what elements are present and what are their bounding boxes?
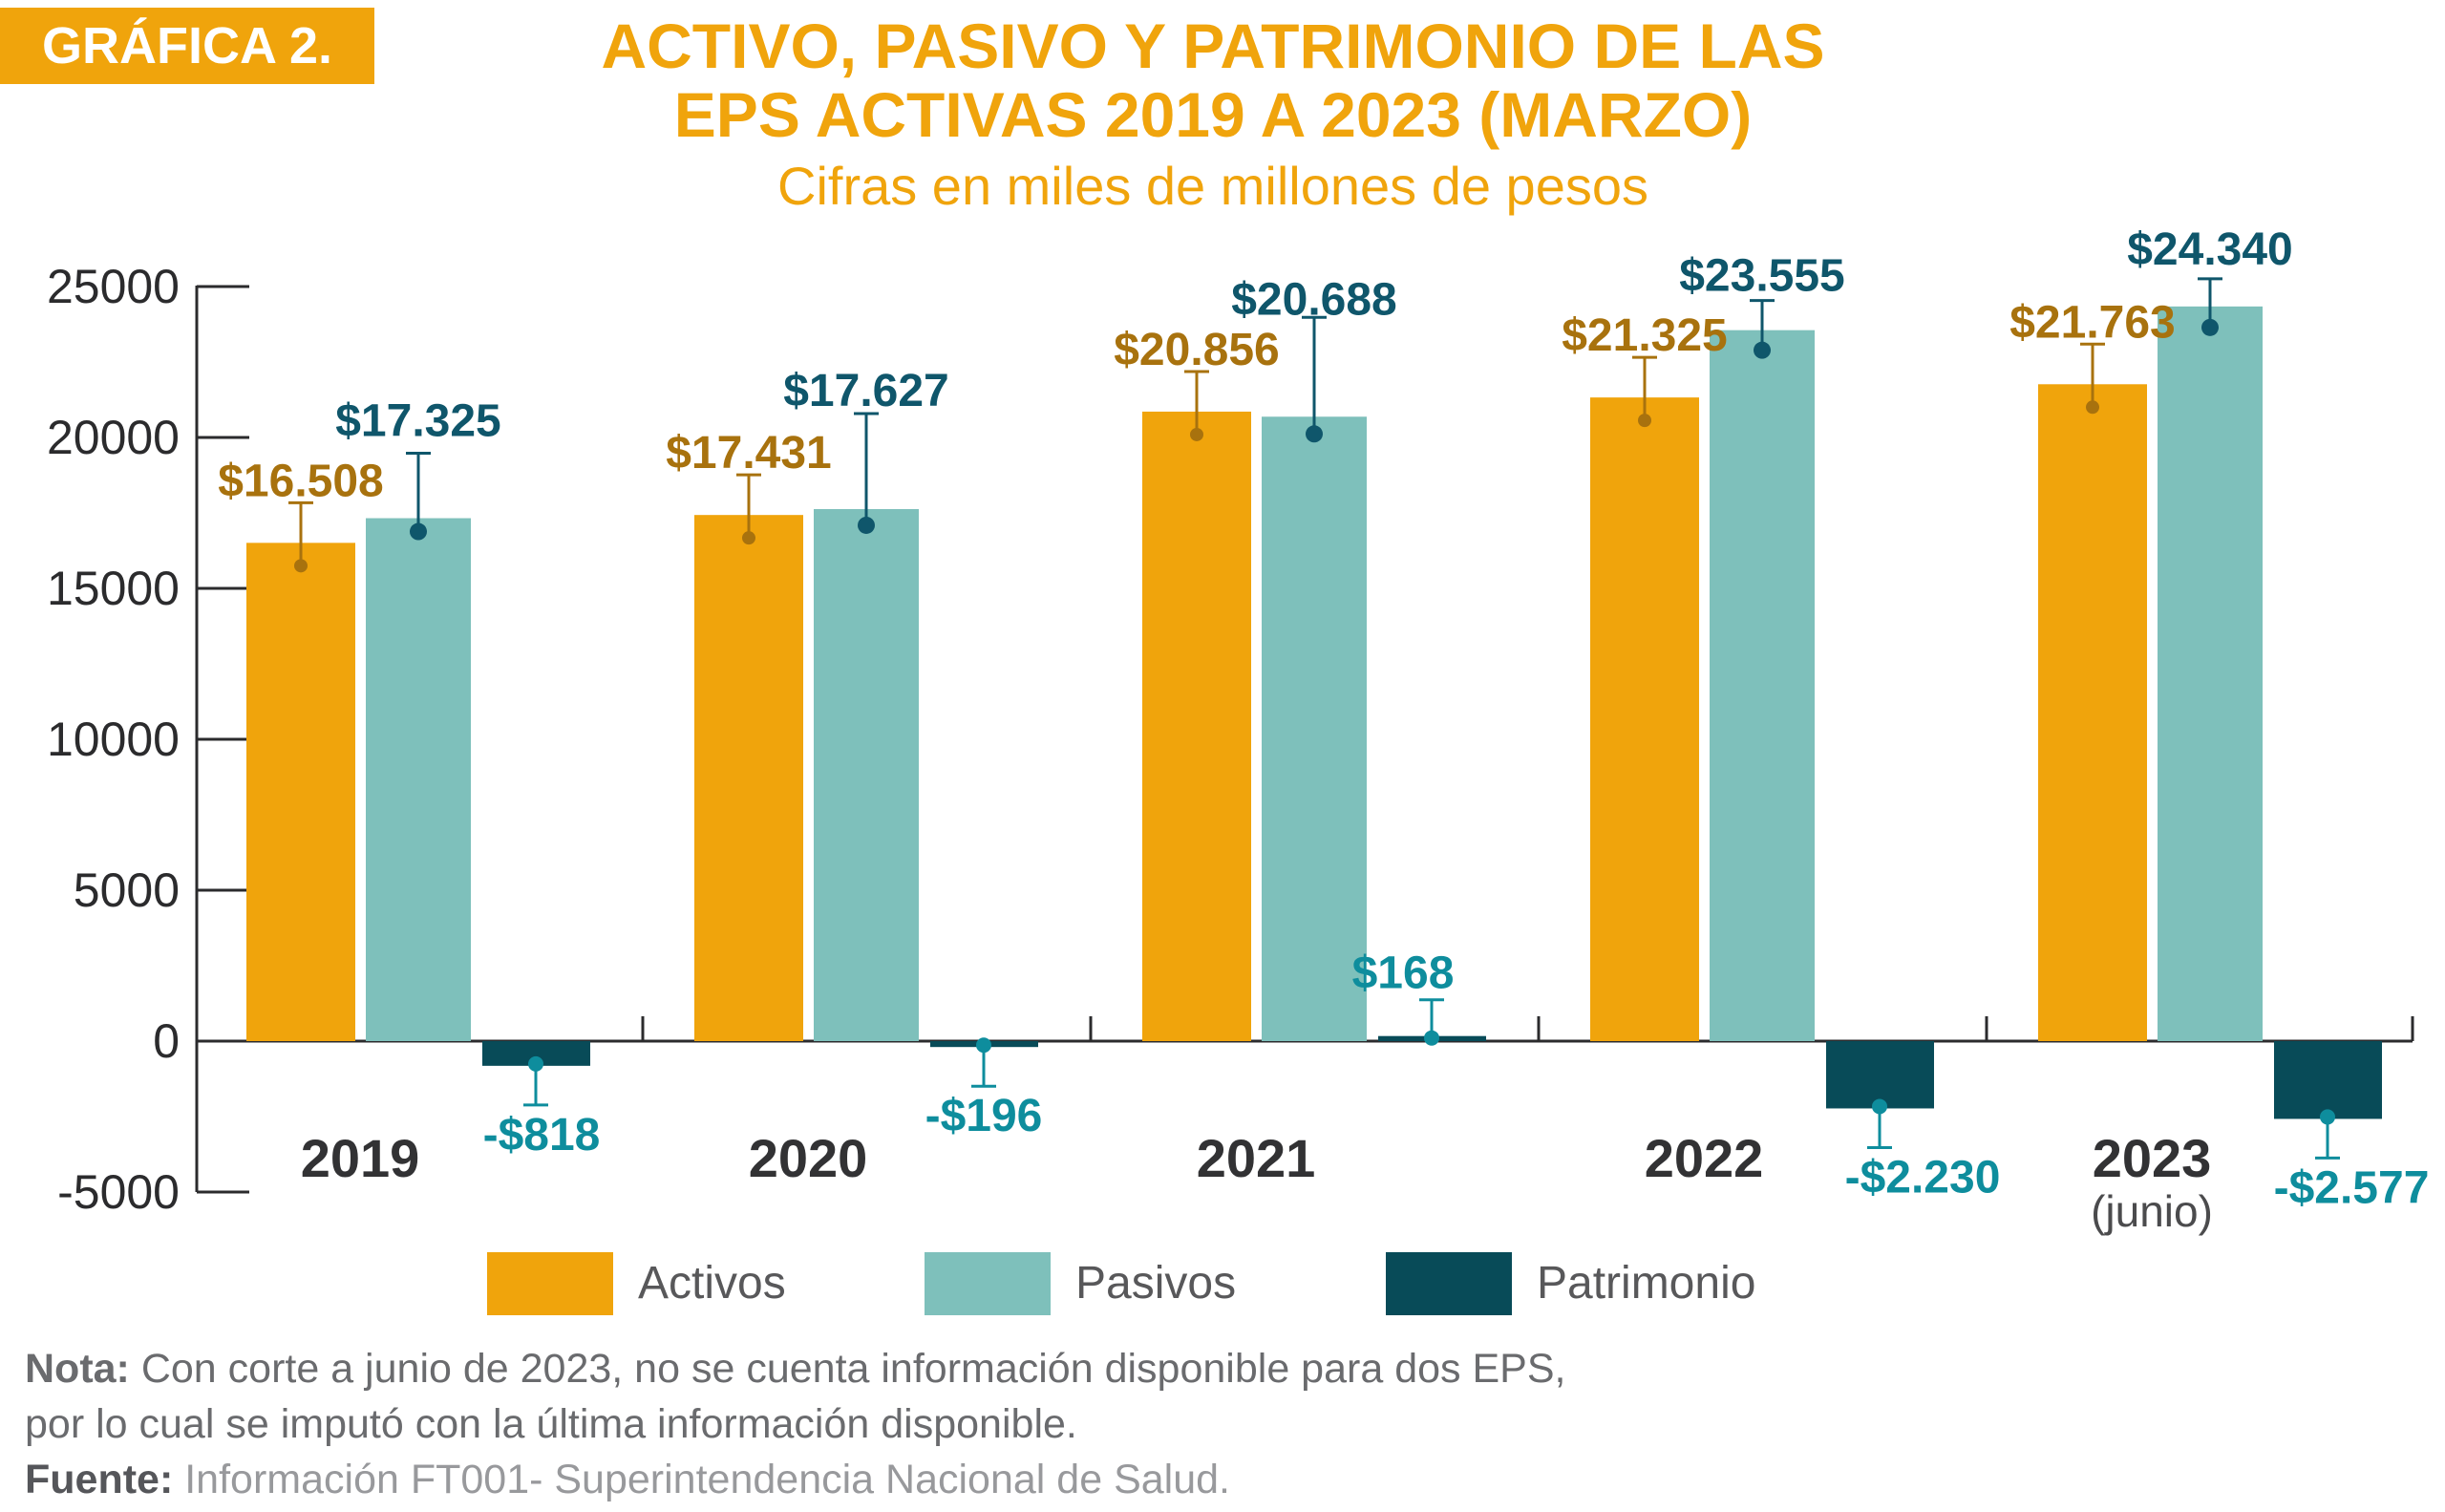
y-tick-label: 25000: [47, 260, 180, 313]
legend-label-patrimonio: Patrimonio: [1537, 1258, 1756, 1309]
legend-swatch-activos: [487, 1252, 613, 1315]
y-tick-label: 0: [153, 1014, 180, 1068]
pin-dot: [410, 522, 427, 541]
nota-text-1: Con corte a junio de 2023, no se cuenta …: [140, 1346, 1566, 1392]
fuente-text: Información FT001- Superintendencia Naci…: [184, 1457, 1230, 1502]
bar-patrimonio-2023: [2274, 1041, 2382, 1119]
bar-pasivos-2022: [1710, 330, 1815, 1041]
pin-dot: [2086, 400, 2099, 415]
bar-patrimonio-2022: [1826, 1041, 1934, 1109]
value-label-patrimonio-2020: -$196: [925, 1091, 1043, 1141]
x-label-2021: 2021: [1197, 1128, 1316, 1188]
note-line-1: Nota: Con corte a junio de 2023, no se c…: [25, 1341, 2317, 1396]
y-tick-label: 10000: [47, 713, 180, 766]
bar-pasivos-2020: [814, 508, 919, 1041]
bar-activos-2021: [1142, 411, 1251, 1041]
legend-item-activos: Activos: [487, 1252, 786, 1315]
chart-subtitle: Cifras en miles de millones de pesos: [777, 156, 1648, 216]
pin-dot: [528, 1055, 543, 1072]
value-label-activos-2023: $21.763: [2009, 297, 2176, 348]
pin-dot: [742, 531, 755, 545]
value-label-activos-2019: $16.508: [218, 456, 384, 506]
value-label-activos-2021: $20.856: [1114, 325, 1280, 375]
x-sublabel-2023: (junio): [2091, 1186, 2213, 1236]
pin-dot: [1638, 414, 1651, 428]
bar-pasivos-2019: [366, 518, 471, 1041]
pin-dot: [1306, 425, 1323, 443]
legend-item-patrimonio: Patrimonio: [1386, 1252, 1755, 1315]
nota-label: Nota:: [25, 1346, 130, 1392]
pin-dot: [1872, 1098, 1887, 1115]
x-label-2022: 2022: [1645, 1128, 1764, 1188]
y-tick-label: 20000: [47, 411, 180, 464]
pin-dot: [1424, 1030, 1439, 1046]
legend-swatch-patrimonio: [1386, 1252, 1512, 1315]
value-label-pasivos-2021: $20.688: [1231, 274, 1397, 325]
pin-dot: [858, 516, 875, 534]
bar-pasivos-2021: [1262, 416, 1367, 1042]
fuente-label: Fuente:: [25, 1457, 174, 1502]
value-label-pasivos-2022: $23.555: [1679, 251, 1845, 302]
pin-dot: [2320, 1109, 2335, 1125]
bar-activos-2022: [1590, 397, 1699, 1041]
footnotes: Nota: Con corte a junio de 2023, no se c…: [25, 1341, 2317, 1507]
x-label-2019: 2019: [301, 1128, 420, 1188]
value-label-patrimonio-2019: -$818: [483, 1110, 601, 1161]
title-block: ACTIVO, PASIVO Y PATRIMONIO DE LAS EPS A…: [0, 0, 2426, 216]
x-label-2020: 2020: [749, 1128, 868, 1188]
chart-title-line2: EPS ACTIVAS 2019 A 2023 (MARZO): [673, 79, 1753, 150]
value-label-pasivos-2023: $24.340: [2127, 224, 2293, 275]
value-label-patrimonio-2021: $168: [1352, 948, 1455, 999]
y-tick-label: -5000: [57, 1165, 180, 1219]
legend-item-pasivos: Pasivos: [925, 1252, 1236, 1315]
y-tick-label: 15000: [47, 562, 180, 615]
figure-label-badge: GRÁFICA 2.: [0, 8, 374, 84]
pin-dot: [294, 559, 308, 573]
note-line-2: por lo cual se imputó con la última info…: [25, 1401, 1077, 1447]
legend-label-activos: Activos: [638, 1258, 786, 1309]
value-label-activos-2022: $21.325: [1562, 310, 1728, 361]
bar-pasivos-2023: [2158, 306, 2263, 1042]
pin-dot: [1190, 427, 1203, 441]
pin-dot: [976, 1037, 991, 1054]
bar-activos-2023: [2038, 384, 2147, 1042]
bar-activos-2020: [694, 515, 803, 1041]
chart-title-line1: ACTIVO, PASIVO Y PATRIMONIO DE LAS: [601, 11, 1825, 81]
y-tick-label: 5000: [74, 863, 180, 917]
pin-dot: [1754, 341, 1771, 359]
value-label-activos-2020: $17.431: [666, 428, 832, 479]
bar-activos-2019: [246, 543, 355, 1041]
pin-dot: [2201, 318, 2219, 336]
value-label-pasivos-2020: $17.627: [783, 366, 949, 416]
value-label-pasivos-2019: $17.325: [335, 396, 501, 447]
legend-swatch-pasivos: [925, 1252, 1051, 1315]
value-label-patrimonio-2022: -$2.230: [1845, 1152, 2001, 1203]
legend-label-pasivos: Pasivos: [1075, 1258, 1237, 1309]
fuente-line: Fuente: Información FT001- Superintenden…: [25, 1452, 2317, 1507]
x-label-2023: 2023: [2093, 1128, 2212, 1188]
value-label-patrimonio-2023: -$2.577: [2274, 1162, 2430, 1213]
